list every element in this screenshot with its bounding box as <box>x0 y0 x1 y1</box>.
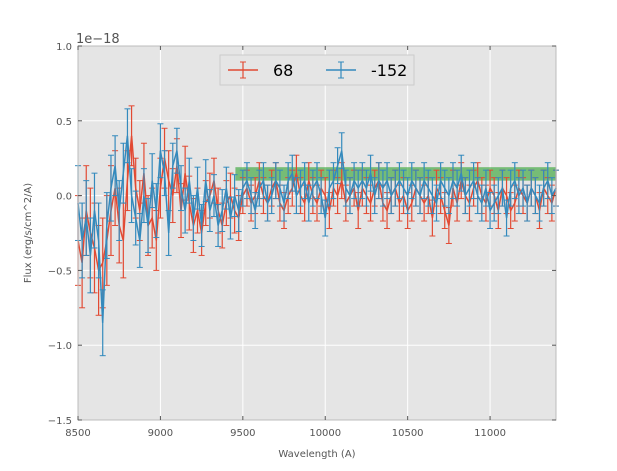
ticks-layer: 8500 9000 9500 10000 10500 11000 −1.5 −1.0 −0.5 0… <box>48 42 556 439</box>
y-tick-label: 0.5 <box>56 117 72 128</box>
legend-entry-2: -152 <box>326 61 407 80</box>
y-tick-label: 1.0 <box>56 42 72 53</box>
series-line <box>77 135 557 323</box>
legend-label: -152 <box>371 61 407 80</box>
y-tick-label: −1.0 <box>48 341 72 352</box>
legend-entry-1: 68 <box>228 61 293 80</box>
series-line <box>77 135 557 273</box>
x-tick-label: 10000 <box>309 428 341 439</box>
y-tick-label: −1.5 <box>48 416 72 427</box>
y-offset-text: 1e−18 <box>76 32 120 47</box>
y-tick-label: −0.5 <box>48 266 72 277</box>
legend: 68 -152 <box>219 54 415 86</box>
plot-frame <box>77 45 557 421</box>
series-2 <box>75 108 559 357</box>
x-axis-label: Wavelength (A) <box>278 449 355 460</box>
x-tick-label: 10500 <box>392 428 424 439</box>
y-tick-label: 0.0 <box>56 192 72 203</box>
x-tick-label: 9000 <box>148 428 173 439</box>
x-tick-label: 8500 <box>65 428 90 439</box>
x-tick-label: 9500 <box>230 428 255 439</box>
legend-label: 68 <box>273 61 293 80</box>
series-layer <box>75 105 559 357</box>
y-axis-label: Flux (erg/s/cm^2/A) <box>23 183 34 283</box>
x-tick-label: 11000 <box>474 428 506 439</box>
plot-background <box>78 46 556 420</box>
